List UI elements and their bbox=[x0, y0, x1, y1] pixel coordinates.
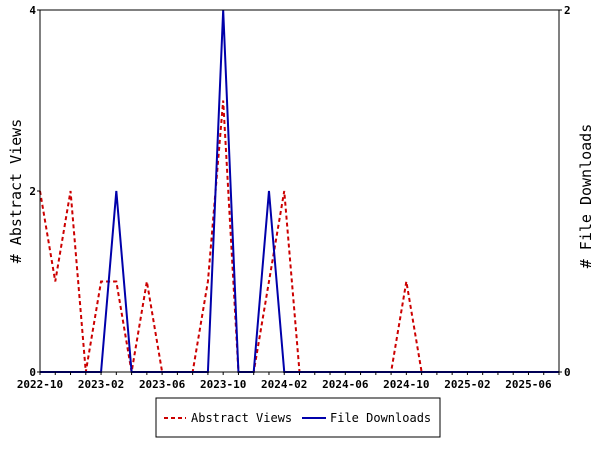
y-left-tick-label: 2 bbox=[29, 185, 36, 198]
x-tick-label: 2024-10 bbox=[383, 378, 429, 391]
x-tick-label: 2023-06 bbox=[139, 378, 186, 391]
x-tick-label: 2024-02 bbox=[261, 378, 307, 391]
x-tick-label: 2025-06 bbox=[505, 378, 552, 391]
plot-area bbox=[40, 10, 559, 372]
y-left-tick-label: 4 bbox=[29, 4, 36, 17]
legend-label-file-downloads: File Downloads bbox=[330, 411, 431, 425]
legend-label-abstract-views: Abstract Views bbox=[191, 411, 292, 425]
x-tick-label: 2024-06 bbox=[322, 378, 369, 391]
y-axis-right-title: # File Downloads bbox=[577, 124, 595, 269]
y-right-tick-label: 0 bbox=[564, 366, 571, 379]
x-tick-label: 2022-10 bbox=[17, 378, 63, 391]
x-tick-label: 2023-10 bbox=[200, 378, 246, 391]
y-left-tick-label: 0 bbox=[29, 366, 36, 379]
x-axis: 2022-10 2023-02 2023-06 2023-10 2024-02 2024-… bbox=[17, 372, 560, 391]
y-right-tick-label: 2 bbox=[564, 4, 571, 17]
legend: Abstract Views File Downloads bbox=[155, 397, 441, 438]
y-axis-right: 02 bbox=[559, 4, 571, 379]
x-tick-label: 2023-02 bbox=[78, 378, 124, 391]
y-axis-left-title: # Abstract Views bbox=[7, 119, 25, 264]
y-axis-left: 0 2 4 bbox=[29, 4, 40, 379]
x-tick-label: 2025-02 bbox=[444, 378, 490, 391]
legend-box bbox=[155, 397, 441, 438]
